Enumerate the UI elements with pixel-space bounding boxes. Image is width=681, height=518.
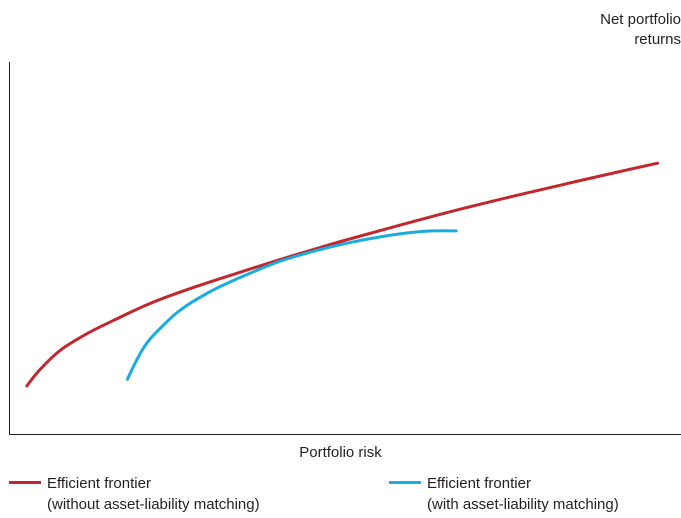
legend-swatch-with-alm	[389, 481, 421, 484]
series-line-with-alm	[125, 229, 458, 381]
legend-swatch-without-alm	[9, 481, 41, 484]
legend-label-with-alm: Efficient frontier (with asset-liability…	[427, 475, 619, 513]
series-line-without-alm	[25, 161, 659, 388]
x-axis-label: Portfolio risk	[299, 444, 382, 461]
legend-label-without-alm: Efficient frontier (without asset-liabil…	[47, 475, 260, 513]
y-axis-label: Net portfolio returns	[600, 11, 681, 48]
